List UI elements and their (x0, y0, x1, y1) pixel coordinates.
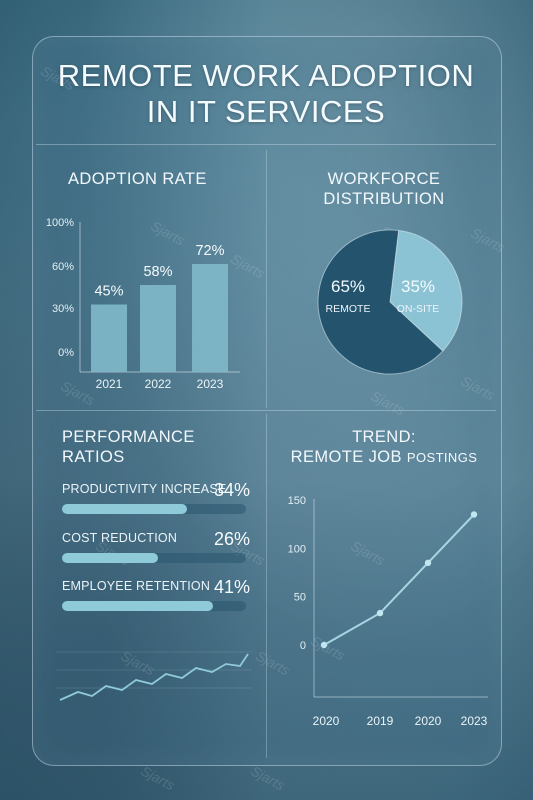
divider-vertical-top (266, 150, 267, 408)
trend-x-tick: 2019 (367, 714, 394, 728)
performance-value: 26% (214, 529, 251, 549)
trend-x-tick: 2020 (313, 714, 340, 728)
performance-value: 34% (214, 480, 251, 500)
performance-label: EMPLOYEE RETENTION (62, 579, 211, 593)
performance-bar-track (62, 553, 246, 563)
trend-y-tick: 0 (300, 640, 306, 652)
trend-point (376, 609, 384, 617)
trend-title-main: REMOTE JOB (290, 448, 402, 466)
performance-title-line-2: RATIOS (62, 448, 125, 466)
adoption-x-tick: 2021 (96, 377, 123, 391)
pie-value-label: 35% (401, 277, 435, 296)
trend-y-tick: 150 (288, 495, 306, 507)
trend-point (424, 559, 432, 567)
performance-bar-track (62, 504, 246, 514)
adoption-y-tick: 100% (46, 217, 74, 229)
adoption-data-label: 58% (143, 264, 172, 280)
trend-title-line-2: REMOTE JOB POSTINGS (272, 448, 496, 467)
adoption-y-tick: 0% (58, 347, 74, 359)
workforce-title-line-1: WORKFORCE (327, 170, 441, 188)
pie-slice-remote (317, 229, 444, 375)
trend-title-line-1: TREND: (352, 428, 416, 446)
workforce-title-line-2: DISTRIBUTION (323, 190, 445, 208)
performance-bar-fill (62, 504, 188, 514)
adoption-data-label: 72% (195, 243, 224, 259)
performance-label: COST REDUCTION (62, 531, 178, 545)
divider-top (36, 144, 496, 145)
trend-point (470, 511, 478, 518)
divider-middle (36, 410, 496, 411)
adoption-bar-2023 (192, 264, 228, 372)
adoption-x-tick: 2022 (145, 377, 172, 391)
performance-bar-track (62, 601, 246, 611)
pie-slice-label: REMOTE (326, 303, 371, 315)
performance-value: 41% (214, 577, 251, 597)
adoption-bar-2021 (91, 304, 127, 372)
workforce-pie-chart: 35% ON-SITE 65% REMOTE (317, 229, 463, 375)
performance-bar-fill (62, 553, 158, 563)
adoption-rate-title: ADOPTION RATE (68, 170, 207, 188)
trend-x-tick: 2020 (415, 714, 442, 728)
trend-line-chart: 150 100 50 0 2020 2019 2020 2023 (288, 495, 488, 728)
pie-value-label: 65% (331, 277, 365, 296)
title-line-1: REMOTE WORK ADOPTION (57, 58, 475, 93)
trend-y-tick: 50 (294, 592, 306, 604)
adoption-y-tick: 60% (52, 261, 74, 273)
trend-title-small: POSTINGS (406, 450, 478, 465)
performance-bar-fill (62, 601, 213, 611)
performance-label: PRODUCTIVITY INCREASE (62, 482, 227, 496)
pie-slice-label: ON-SITE (397, 303, 440, 315)
trend-point (320, 641, 328, 649)
decorative-sparkline (56, 651, 252, 701)
pie-slice-on-site (389, 229, 463, 352)
adoption-rate-chart: 100% 60% 30% 0% 45% 58% 72% 2021 2022 2023 (46, 217, 240, 391)
trend-x-tick: 2023 (461, 714, 488, 728)
adoption-x-tick: 2023 (197, 377, 224, 391)
adoption-y-tick: 30% (52, 303, 74, 315)
trend-y-tick: 100 (288, 543, 306, 555)
trend-series-line (323, 513, 475, 646)
performance-title-line-1: PERFORMANCE (62, 428, 195, 446)
adoption-data-label: 45% (94, 284, 123, 300)
adoption-bar-2022 (140, 285, 176, 372)
title-line-2: IN IT SERVICES (146, 94, 386, 129)
infographic-frame (32, 36, 502, 766)
divider-vertical-bottom (266, 414, 267, 758)
